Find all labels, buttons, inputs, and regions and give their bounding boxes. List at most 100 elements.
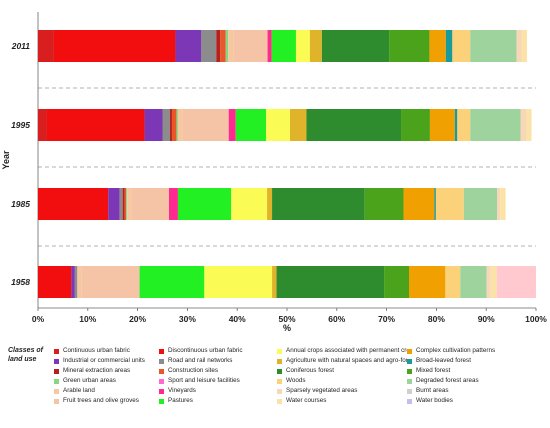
bar-segment	[228, 109, 236, 141]
legend-item: Sparsely vegetated areas	[277, 386, 407, 396]
bar-segment	[486, 266, 491, 298]
legend-title: Classes of land use	[8, 347, 44, 363]
bar-segment	[175, 30, 202, 62]
bar-segment	[321, 30, 390, 62]
legend-item: Construction sites	[159, 366, 277, 376]
bar-segment	[306, 109, 402, 141]
legend: Continuous urban fabric Discontinuous urb…	[54, 346, 544, 424]
legend-item: Sport and leisure facilities	[159, 376, 277, 386]
x-tick-label: 80%	[428, 314, 445, 324]
legend-item: Arable land	[54, 386, 159, 396]
bar-segment	[231, 188, 268, 220]
legend-swatch	[159, 358, 164, 364]
bar-segment	[516, 30, 522, 62]
bar-segment	[295, 30, 310, 62]
bar-segment	[182, 109, 229, 141]
bar-segment	[126, 188, 128, 220]
legend-swatch	[277, 388, 282, 394]
legend-item: Broad-leaved forest	[407, 356, 544, 366]
legend-label: Green urban areas	[63, 377, 116, 384]
legend-label: Sparsely vegetated areas	[286, 387, 358, 394]
bar-segment	[429, 109, 455, 141]
legend-item: Degraded forest areas	[407, 376, 544, 386]
y-axis-title: Year	[1, 150, 11, 170]
bar-segment	[457, 109, 471, 141]
legend-label: Vineyards	[168, 387, 196, 394]
legend-item: Complex cultivation patterns	[407, 346, 544, 356]
x-tick-label: 90%	[478, 314, 495, 324]
bar-segment	[168, 188, 178, 220]
legend-label: Sport and leisure facilities	[168, 377, 240, 384]
bar-segment	[176, 109, 178, 141]
bar-segment	[139, 266, 205, 298]
legend-item: Water courses	[277, 396, 407, 406]
legend-swatch	[407, 348, 412, 354]
x-tick-label: 100%	[525, 314, 547, 324]
legend-swatch	[407, 358, 412, 364]
legend-item: Coniferous forest	[277, 366, 407, 376]
bar-segment	[177, 109, 183, 141]
bar-segment	[201, 30, 217, 62]
legend-swatch	[159, 368, 164, 374]
x-tick-label: 30%	[179, 314, 196, 324]
bar-segment	[276, 266, 385, 298]
bar-segment	[233, 30, 268, 62]
legend-swatch	[54, 358, 59, 364]
bar-segment	[497, 188, 501, 220]
legend-item: Annual crops associated with permanent c…	[277, 346, 407, 356]
bar-segment	[490, 266, 497, 298]
bar-segment	[271, 30, 296, 62]
legend-swatch	[407, 378, 412, 384]
x-tick-label: 40%	[229, 314, 246, 324]
legend-label: Water courses	[286, 397, 327, 404]
bar-segment	[272, 266, 277, 298]
bar-segment	[177, 188, 232, 220]
legend-swatch	[54, 368, 59, 374]
legend-swatch	[54, 388, 59, 394]
bar-segment	[228, 30, 234, 62]
bar-segment	[463, 188, 498, 220]
legend-swatch	[159, 378, 164, 384]
legend-item: Woods	[277, 376, 407, 386]
x-tick-label: 10%	[79, 314, 96, 324]
legend-label: Agriculture with natural spaces and agro…	[286, 357, 407, 364]
bar-segment	[267, 188, 273, 220]
bar-segment	[127, 188, 132, 220]
legend-item: Fruit trees and olive groves	[54, 396, 159, 406]
category-label: 1985	[11, 199, 30, 209]
bar-segment	[445, 30, 453, 62]
x-axis-title: %	[283, 323, 291, 333]
bar-segment	[500, 188, 506, 220]
bar-segment	[401, 109, 430, 141]
legend-item: Water bodies	[407, 396, 544, 406]
bar-segment	[267, 30, 272, 62]
legend-item: Pastures	[159, 396, 277, 406]
bar-segment	[81, 266, 140, 298]
bar-segment	[384, 266, 410, 298]
bar-segment	[38, 109, 47, 141]
legend-label: Water bodies	[416, 397, 453, 404]
bar-segment	[309, 30, 322, 62]
bar-segment	[435, 188, 464, 220]
bar-segment	[38, 266, 72, 298]
x-tick-label: 20%	[129, 314, 146, 324]
legend-label: Pastures	[168, 397, 193, 404]
x-tick-label: 60%	[328, 314, 345, 324]
bar-segment	[364, 188, 404, 220]
legend-label: Woods	[286, 377, 306, 384]
legend-label: Fruit trees and olive groves	[63, 397, 139, 404]
bar-segment	[108, 188, 120, 220]
bar-segment	[429, 30, 446, 62]
legend-item: Burnt areas	[407, 386, 544, 396]
legend-label: Arable land	[63, 387, 95, 394]
category-label: 1958	[11, 277, 30, 287]
bar-segment	[409, 266, 446, 298]
legend-label: Industrial or commercial units	[63, 357, 145, 364]
legend-item: Mixed forest	[407, 366, 544, 376]
bar-segment	[235, 109, 267, 141]
legend-label: Burnt areas	[416, 387, 449, 394]
legend-item: Green urban areas	[54, 376, 159, 386]
bar-segment	[445, 266, 461, 298]
bar-segment	[124, 188, 127, 220]
bar-segment	[520, 109, 527, 141]
